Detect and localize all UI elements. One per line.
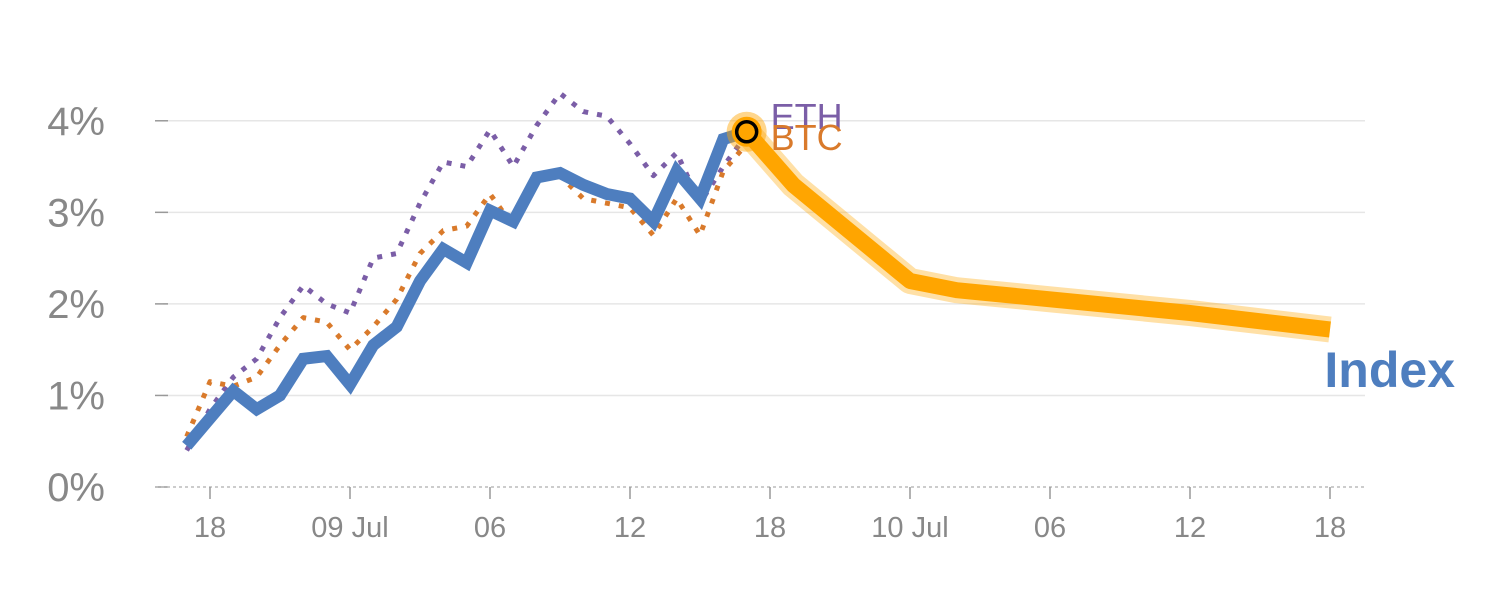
x-tick-label: 09 Jul	[311, 512, 388, 544]
btc-line	[184, 142, 749, 438]
y-tick-label: 2%	[47, 283, 105, 327]
eth-label: ETH	[771, 96, 843, 137]
y-tick-label: 0%	[47, 466, 105, 510]
y-tick-label: 1%	[47, 374, 105, 418]
x-tick-label: 18	[754, 512, 786, 544]
y-tick-label: 4%	[47, 100, 105, 144]
projection-line	[740, 126, 1331, 338]
y-tick-label: 3%	[47, 191, 105, 235]
y-axis: 0% 1% 2% 3% 4%	[47, 100, 168, 510]
btc-label: BTC	[771, 117, 843, 158]
x-tick-label: 06	[1034, 512, 1066, 544]
x-tick-label: 18	[1314, 512, 1346, 544]
marker-dot	[734, 120, 759, 144]
x-tick-label: 06	[474, 512, 506, 544]
x-tick-label: 12	[614, 512, 646, 544]
x-axis: 18 09 Jul 06 12 18 10 Jul 06 12 18	[155, 486, 1365, 544]
x-tick-label: 10 Jul	[871, 512, 948, 544]
series-labels: ETH BTC Index	[771, 96, 1456, 398]
series-group	[182, 90, 1332, 452]
eth-line	[184, 90, 749, 452]
x-tick-label: 18	[194, 512, 226, 544]
highlight-marker	[726, 111, 767, 152]
index-label: Index	[1324, 342, 1455, 398]
index-line	[182, 126, 749, 450]
x-tick-label: 12	[1174, 512, 1206, 544]
